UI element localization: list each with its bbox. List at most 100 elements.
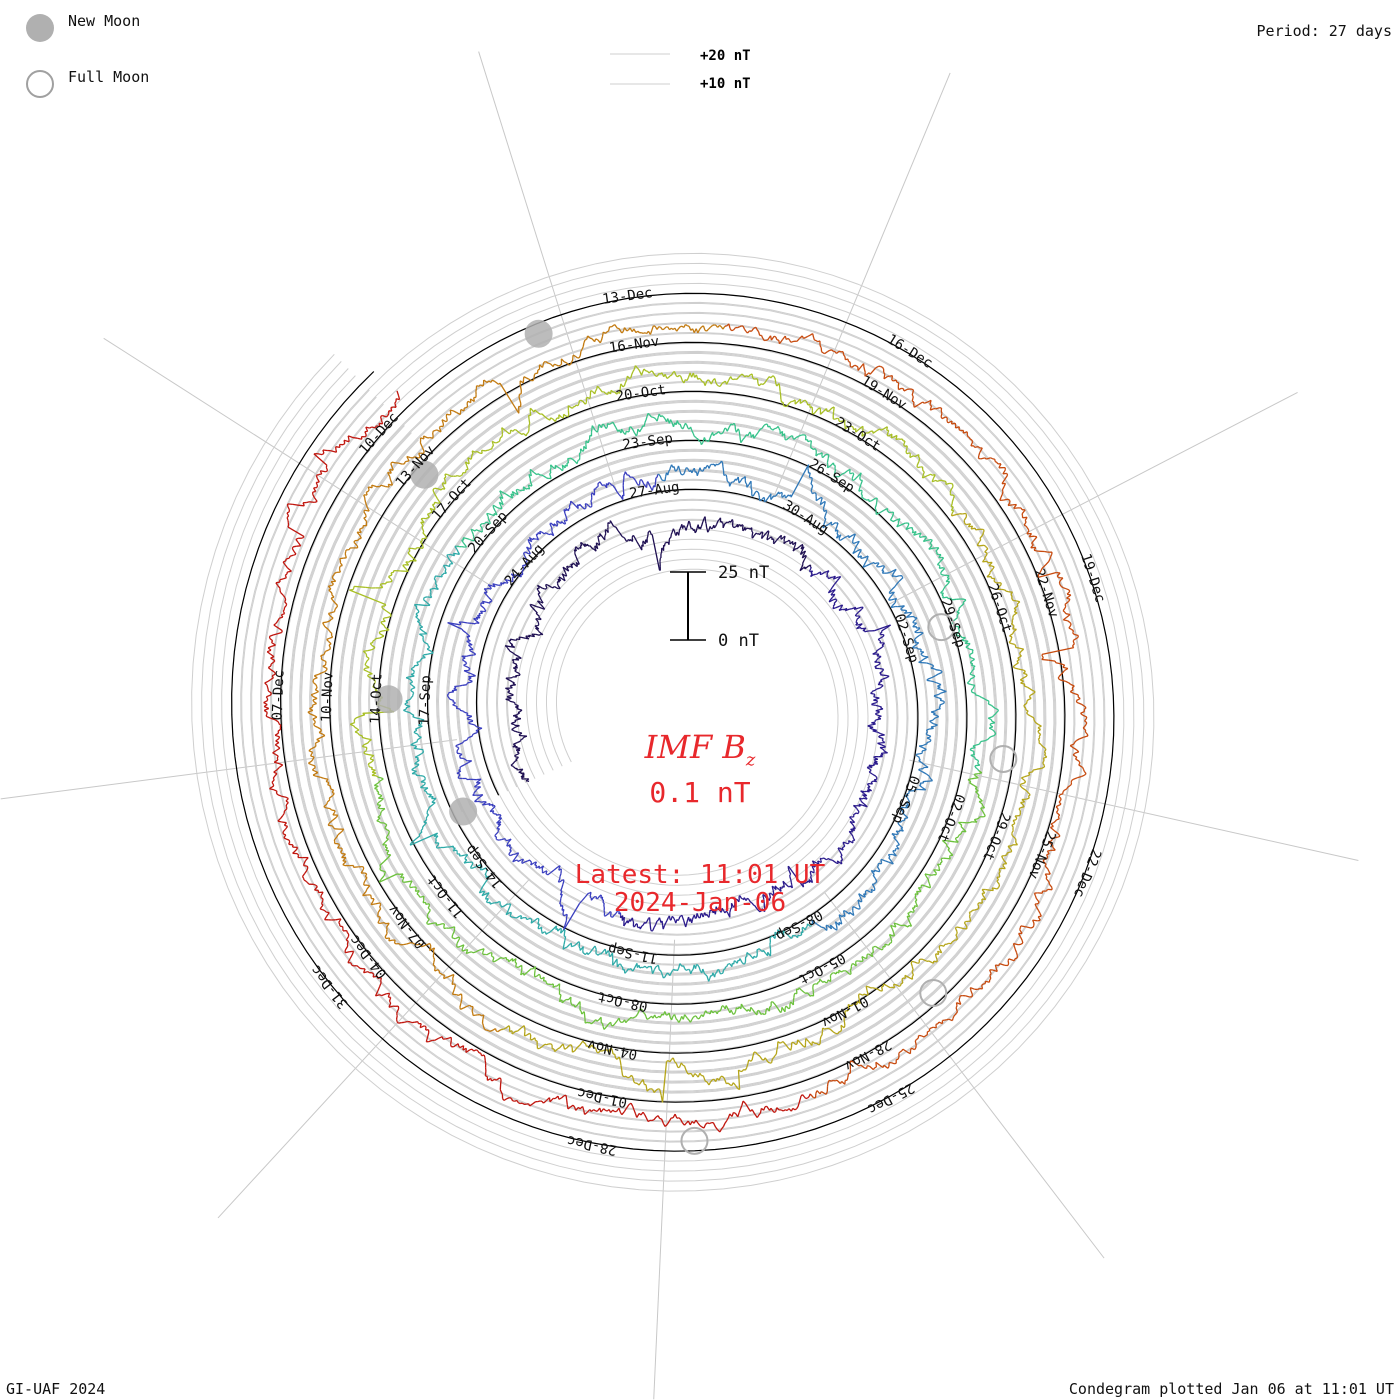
bz-trace-segment <box>515 852 519 855</box>
bz-trace-segment <box>756 490 759 493</box>
bz-trace-segment <box>420 828 424 832</box>
bz-trace-segment <box>540 977 542 980</box>
bz-trace-segment <box>513 742 518 745</box>
bz-trace-segment <box>812 492 815 495</box>
bz-trace-segment <box>872 874 877 880</box>
bz-trace-segment <box>661 479 664 482</box>
bz-trace-segment <box>505 698 511 700</box>
bz-trace-segment <box>416 660 420 663</box>
bz-trace-segment <box>992 714 995 718</box>
bz-trace-segment <box>464 762 469 766</box>
bz-trace-segment <box>952 495 955 500</box>
bz-trace-segment <box>559 873 562 878</box>
bz-trace-segment <box>379 636 383 639</box>
bz-trace-segment <box>723 474 726 477</box>
bz-trace-segment <box>505 493 511 498</box>
bz-trace-segment <box>410 688 413 691</box>
bz-trace-segment <box>536 605 540 608</box>
bz-trace-segment <box>1011 824 1014 828</box>
bz-trace-segment <box>632 534 636 539</box>
bz-trace-segment <box>464 758 467 761</box>
bz-trace-segment <box>653 417 656 420</box>
bz-trace-segment <box>746 484 750 488</box>
bz-trace-segment <box>854 607 859 611</box>
bz-trace-segment <box>541 868 544 871</box>
bz-trace-segment <box>604 914 608 917</box>
bz-trace-segment <box>602 1026 605 1030</box>
bz-trace-segment <box>740 439 744 444</box>
bz-trace-segment <box>645 1016 648 1020</box>
bz-trace-segment <box>890 605 896 609</box>
bz-trace-segment <box>874 504 877 509</box>
radial-spoke <box>217 878 530 1219</box>
bz-trace-segment <box>810 479 813 485</box>
bz-trace-segment <box>489 808 493 813</box>
bz-trace-segment <box>649 530 653 536</box>
bz-trace-segment <box>933 668 937 671</box>
bz-trace-segment <box>715 463 718 466</box>
bz-trace-segment <box>430 922 435 925</box>
bz-trace-segment <box>876 866 880 870</box>
bz-trace-segment <box>955 513 961 516</box>
bz-trace-segment <box>1005 590 1009 593</box>
bz-trace-segment <box>727 963 730 965</box>
bz-trace-segment <box>674 920 677 924</box>
bz-trace-segment <box>768 893 772 899</box>
bz-trace-segment <box>475 725 478 728</box>
bz-trace-segment <box>993 578 996 581</box>
bz-trace-segment <box>559 900 562 905</box>
bz-trace-segment <box>574 547 578 552</box>
bz-trace-segment <box>628 968 630 971</box>
bz-trace-segment <box>811 484 814 487</box>
bz-trace-segment <box>857 609 862 613</box>
bz-trace-segment <box>652 416 655 419</box>
bz-trace-segment <box>451 937 454 939</box>
bz-trace-segment <box>691 469 694 474</box>
bz-trace-segment <box>866 783 869 786</box>
bz-trace-segment <box>656 417 659 422</box>
bz-trace-segment <box>380 622 385 627</box>
bz-trace-segment <box>913 643 918 648</box>
bz-trace-segment <box>507 838 512 842</box>
bz-trace-segment <box>507 648 510 651</box>
bz-trace-segment <box>600 424 603 428</box>
bz-trace-segment <box>789 873 792 876</box>
bz-trace-segment <box>909 452 911 455</box>
bz-trace-segment <box>737 428 740 432</box>
bz-trace-segment <box>591 945 596 950</box>
bz-trace-segment <box>527 917 531 920</box>
bz-trace-segment <box>459 753 463 756</box>
bz-trace-segment <box>1010 844 1014 847</box>
bz-trace-segment <box>471 622 476 625</box>
bz-trace-segment <box>913 455 916 458</box>
bz-trace-segment <box>525 433 528 436</box>
bz-trace-segment <box>732 526 735 529</box>
bz-trace-segment <box>640 428 643 431</box>
bz-trace-segment <box>434 582 437 584</box>
bz-trace-segment <box>683 920 686 925</box>
bz-trace-segment <box>738 431 741 436</box>
bz-trace-segment <box>818 860 822 864</box>
bz-trace-segment <box>521 737 524 740</box>
bz-trace-segment <box>595 486 598 489</box>
bz-trace-segment <box>620 963 623 967</box>
bz-trace-segment <box>589 948 594 954</box>
bz-trace-segment <box>856 548 861 552</box>
bz-trace-segment <box>730 907 733 910</box>
bz-trace-segment <box>780 932 785 937</box>
bz-trace-segment <box>874 562 878 565</box>
bz-trace-segment <box>627 474 631 478</box>
bz-trace-segment <box>370 641 374 645</box>
bz-trace-segment <box>646 965 650 969</box>
bz-trace-segment <box>692 914 695 918</box>
bz-trace-segment <box>511 573 515 576</box>
bz-trace-segment <box>640 478 643 481</box>
bz-trace-segment <box>367 649 372 652</box>
bz-trace-segment <box>830 523 833 526</box>
bz-trace-segment <box>570 1001 572 1005</box>
bz-trace-segment <box>765 1007 768 1011</box>
bz-trace-segment <box>901 576 904 579</box>
bz-trace-segment <box>769 936 772 939</box>
bz-trace-segment <box>858 893 861 898</box>
bz-trace-segment <box>424 596 428 599</box>
